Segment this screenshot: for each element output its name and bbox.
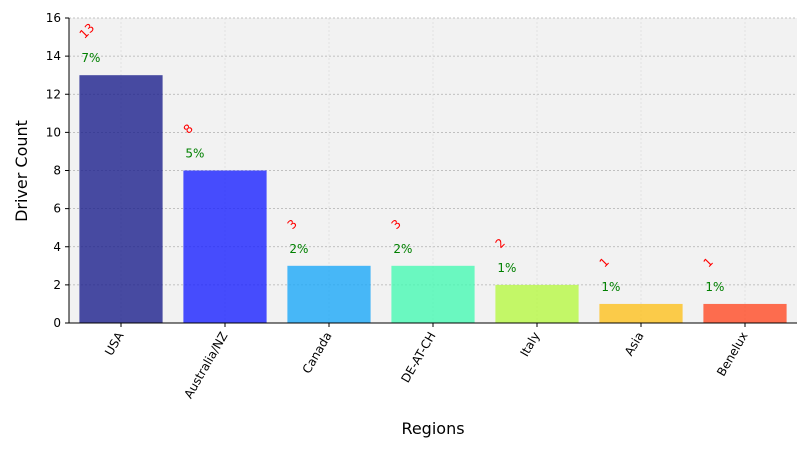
y-tick-label: 2 [53, 278, 61, 292]
y-axis-title: Driver Count [12, 120, 31, 222]
y-tick-label: 0 [53, 316, 61, 330]
bar-asia [599, 303, 683, 323]
percent-label: 1% [705, 280, 724, 294]
percent-label: 2% [393, 242, 412, 256]
y-tick-label: 16 [46, 11, 61, 25]
y-tick-label: 14 [46, 49, 61, 63]
percent-label: 1% [601, 280, 620, 294]
y-tick-label: 8 [53, 164, 61, 178]
x-tick-label: Canada [300, 330, 335, 377]
x-tick-label: Asia [622, 330, 647, 359]
y-ticks: 0 2 4 6 8 10 12 14 16 [46, 11, 69, 330]
x-tick-label: Benelux [714, 330, 750, 379]
y-tick-label: 4 [53, 240, 61, 254]
x-tick-label: USA [102, 329, 127, 358]
x-tick-label: Australia/NZ [181, 330, 230, 401]
percent-label: 7% [81, 51, 100, 65]
x-tick-label: Italy [517, 330, 542, 360]
bar-usa [79, 75, 163, 323]
y-tick-label: 6 [53, 202, 61, 216]
percent-label: 5% [185, 147, 204, 161]
percent-label: 2% [289, 242, 308, 256]
x-tick-label: DE-AT-CH [398, 330, 438, 386]
x-ticks: USA Australia/NZ Canada DE-AT-CH Italy Asia Be… [102, 323, 751, 401]
bar-canada [287, 265, 371, 323]
bar-de-at-ch [391, 265, 475, 323]
x-axis-title: Regions [401, 419, 464, 438]
percent-label: 1% [497, 261, 516, 275]
bar-benelux [703, 303, 787, 323]
bar-australia-nz [183, 170, 267, 323]
y-tick-label: 10 [46, 125, 61, 139]
y-tick-label: 12 [46, 87, 61, 101]
bar-italy [495, 284, 579, 323]
bars [79, 75, 787, 323]
